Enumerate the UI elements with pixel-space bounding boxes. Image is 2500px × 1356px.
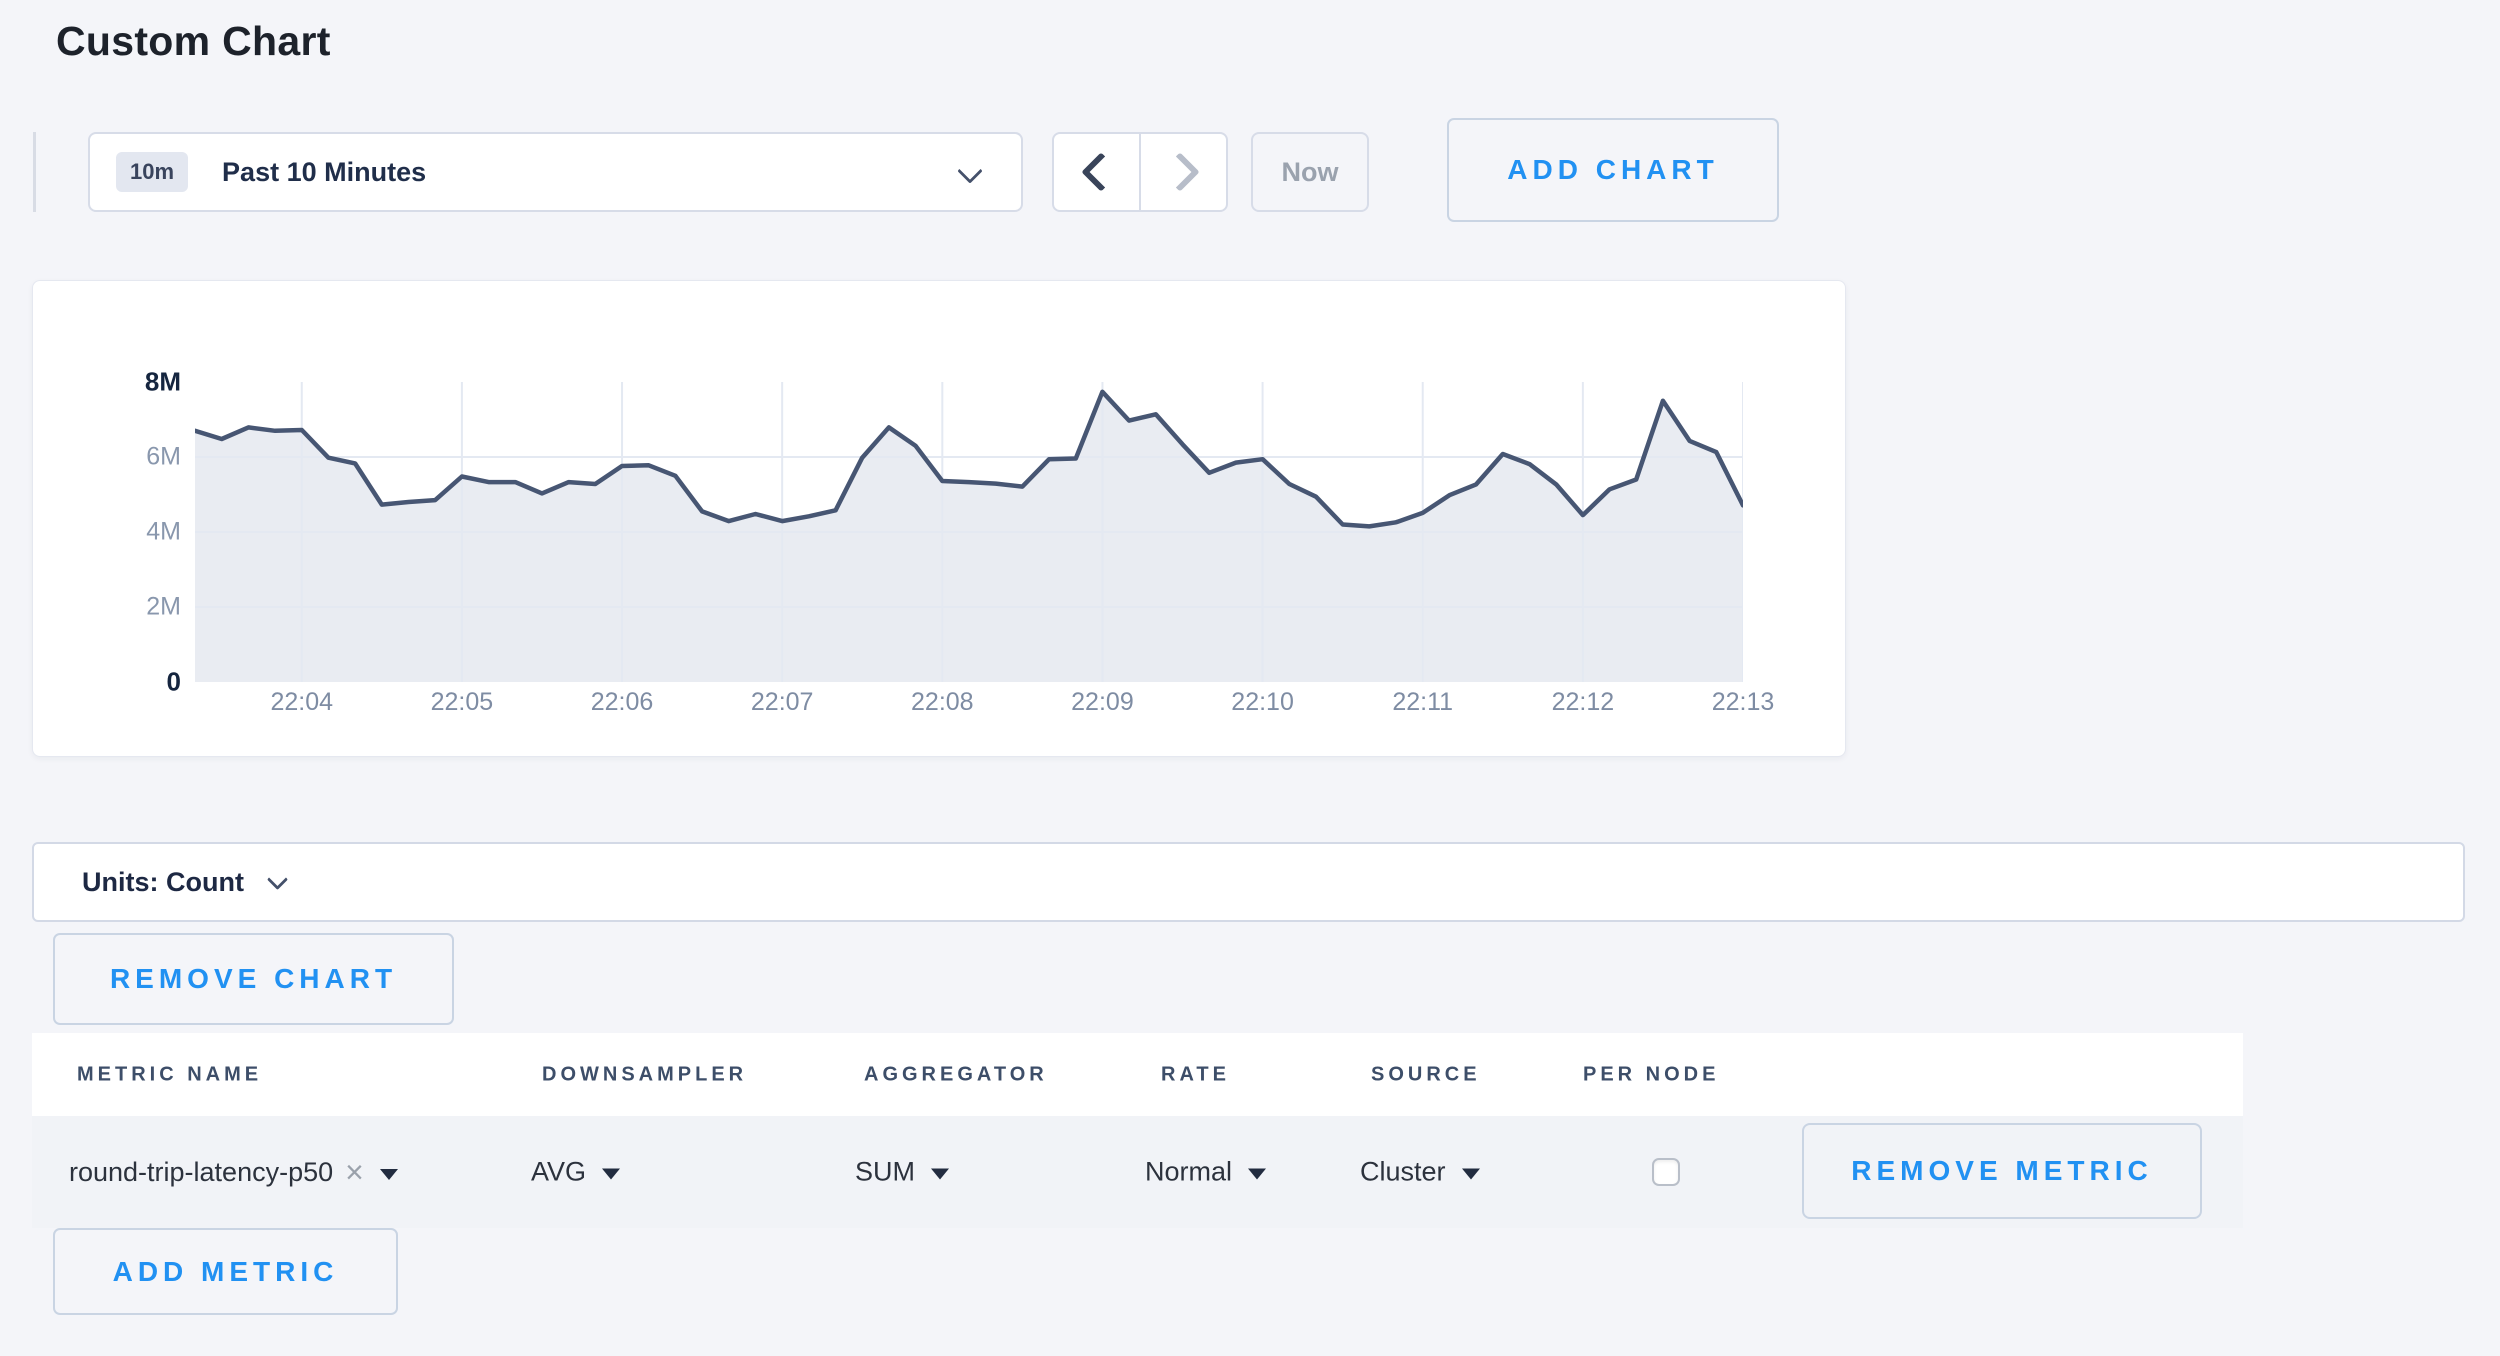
now-button[interactable]: Now (1251, 132, 1369, 212)
prev-time-button[interactable] (1054, 134, 1141, 210)
time-range-label: Past 10 Minutes (222, 156, 427, 187)
add-metric-button[interactable]: ADD METRIC (53, 1228, 398, 1315)
add-chart-button[interactable]: ADD CHART (1447, 118, 1779, 222)
page-title: Custom Chart (56, 18, 331, 64)
y-tick-label: 2M (146, 592, 181, 621)
metric-name-dropdown[interactable]: round-trip-latency-p50 × (69, 1156, 398, 1188)
units-dropdown[interactable]: Units: Count (32, 842, 2465, 922)
toolbar-divider (33, 132, 36, 212)
caret-down-icon (1248, 1168, 1267, 1180)
x-tick-label: 22:05 (430, 688, 494, 716)
chevron-down-icon (957, 158, 983, 184)
chevron-down-icon (266, 868, 289, 890)
source-value: Cluster (1360, 1156, 1446, 1187)
x-tick-label: 22:08 (911, 688, 974, 716)
remove-metric-button[interactable]: REMOVE METRIC (1802, 1123, 2202, 1219)
chevron-right-icon (1159, 152, 1200, 192)
remove-chart-button[interactable]: REMOVE CHART (53, 933, 454, 1025)
time-range-dropdown[interactable]: 10m Past 10 Minutes (88, 132, 1023, 212)
chart-card: 8M 6M 4M 2M 0 22:04 22:05 22:06 22:07 22:08 22:09… (32, 280, 1846, 757)
aggregator-dropdown[interactable]: SUM (855, 1157, 949, 1188)
column-header: METRIC NAME (77, 1063, 263, 1085)
time-range-badge: 10m (116, 152, 189, 192)
x-tick-label: 22:04 (270, 688, 334, 716)
column-header: SOURCE (1371, 1063, 1481, 1085)
rate-dropdown[interactable]: Normal (1145, 1156, 1267, 1188)
x-tick-label: 22:10 (1231, 688, 1294, 716)
x-tick-label: 22:13 (1711, 688, 1775, 716)
caret-down-icon (602, 1168, 621, 1180)
caret-down-icon (1461, 1168, 1480, 1180)
column-header: AGGREGATOR (864, 1063, 1048, 1085)
source-dropdown[interactable]: Cluster (1360, 1157, 1480, 1188)
y-tick-label: 8M (144, 366, 181, 397)
time-nav (1052, 132, 1228, 212)
downsampler-value: AVG (531, 1156, 587, 1187)
next-time-button[interactable] (1141, 134, 1226, 210)
downsampler-dropdown[interactable]: AVG (531, 1156, 621, 1188)
column-header: DOWNSAMPLER (542, 1063, 748, 1085)
clear-metric-icon[interactable]: × (345, 1154, 364, 1190)
aggregator-value: SUM (855, 1156, 915, 1187)
column-header: RATE (1161, 1063, 1230, 1085)
x-tick-label: 22:12 (1551, 688, 1615, 716)
chevron-left-icon (1080, 152, 1121, 192)
metric-name-value: round-trip-latency-p50 (69, 1156, 334, 1187)
x-tick-label: 22:11 (1392, 688, 1454, 716)
y-tick-label: 4M (146, 517, 181, 546)
metrics-table-header: METRIC NAME DOWNSAMPLER AGGREGATOR RATE SOUR… (32, 1033, 2243, 1116)
y-tick-label: 6M (146, 442, 181, 471)
caret-down-icon (931, 1168, 949, 1180)
units-label: Units: Count (82, 866, 244, 897)
per-node-checkbox[interactable] (1652, 1158, 1680, 1186)
y-tick-label: 0 (166, 666, 181, 697)
x-tick-label: 22:07 (750, 688, 814, 716)
x-tick-label: 22:09 (1071, 688, 1134, 716)
rate-value: Normal (1145, 1156, 1233, 1187)
caret-down-icon (379, 1168, 398, 1180)
chart-svg (195, 382, 1743, 682)
column-header: PER NODE (1583, 1063, 1720, 1085)
metric-row: round-trip-latency-p50 × AVG SUM Normal … (32, 1116, 2243, 1228)
x-tick-label: 22:06 (590, 688, 654, 716)
